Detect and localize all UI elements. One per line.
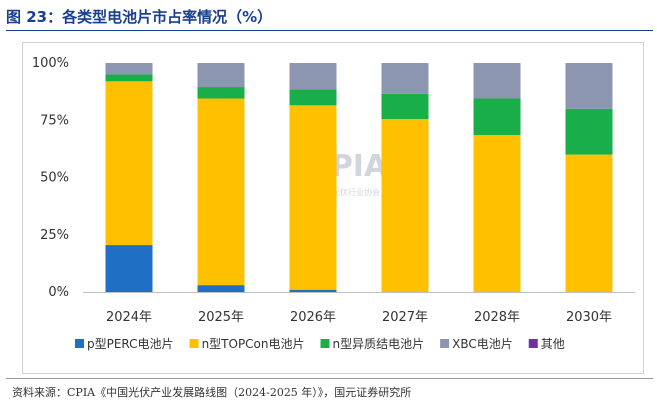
x-tick-label: 2024年 xyxy=(106,310,152,325)
bar-segment xyxy=(565,108,613,155)
bar-segment xyxy=(565,63,613,109)
bar-segment xyxy=(197,63,245,88)
bar-segment xyxy=(197,285,245,292)
legend-label: p型PERC电池片 xyxy=(87,337,174,351)
title-divider xyxy=(6,30,653,31)
legend-label: XBC电池片 xyxy=(452,337,513,351)
bar-segment xyxy=(197,87,245,99)
bar-segment xyxy=(473,63,521,99)
bar-segment xyxy=(473,98,521,136)
watermark-subtext: 中国光伏行业协会 xyxy=(316,187,380,197)
bar-segment xyxy=(105,63,153,75)
bar-segment xyxy=(197,98,245,286)
bar-segment xyxy=(565,154,613,292)
x-tick-label: 2028年 xyxy=(474,310,520,325)
bar-segment xyxy=(381,63,429,94)
legend-label: n型异质结电池片 xyxy=(333,337,425,351)
bar-segment xyxy=(105,81,153,246)
x-tick-label: 2025年 xyxy=(198,310,244,325)
legend-swatch xyxy=(528,339,538,348)
y-tick-label: 75% xyxy=(40,113,69,128)
bar-segment xyxy=(289,289,337,292)
legend-label: n型TOPCon电池片 xyxy=(202,337,305,351)
y-tick-label: 100% xyxy=(32,56,69,71)
bar-segment xyxy=(289,63,337,90)
bar-segment xyxy=(381,93,429,120)
legend-swatch xyxy=(440,339,450,348)
legend-swatch xyxy=(75,339,84,348)
bar-segment xyxy=(381,119,429,292)
source-note: 资料来源：CPIA《中国光伏产业发展路线图（2024-2025 年）》，国元证券… xyxy=(12,386,412,399)
legend-label: 其他 xyxy=(541,337,565,351)
legend-swatch xyxy=(320,339,330,348)
source-divider xyxy=(6,378,653,379)
x-tick-label: 2030年 xyxy=(566,310,612,325)
bar-segment xyxy=(289,89,337,106)
legend-swatch xyxy=(189,339,199,348)
bar-segment xyxy=(105,245,153,292)
bar-segment xyxy=(289,105,337,290)
chart-frame: 0% 25% 50% 75% 100% CPIA 中国光伏行业协会 2024年 2025年 2… xyxy=(22,42,644,374)
x-tick-label: 2027年 xyxy=(382,310,428,325)
figure-title: 图 23：各类型电池片市占率情况（%） xyxy=(6,8,273,26)
y-tick-label: 25% xyxy=(40,228,69,243)
bar-segment xyxy=(105,74,153,82)
y-tick-label: 50% xyxy=(40,171,69,186)
x-tick-label: 2026年 xyxy=(290,310,336,325)
y-tick-label: 0% xyxy=(48,285,69,300)
bar-segment xyxy=(473,135,521,292)
